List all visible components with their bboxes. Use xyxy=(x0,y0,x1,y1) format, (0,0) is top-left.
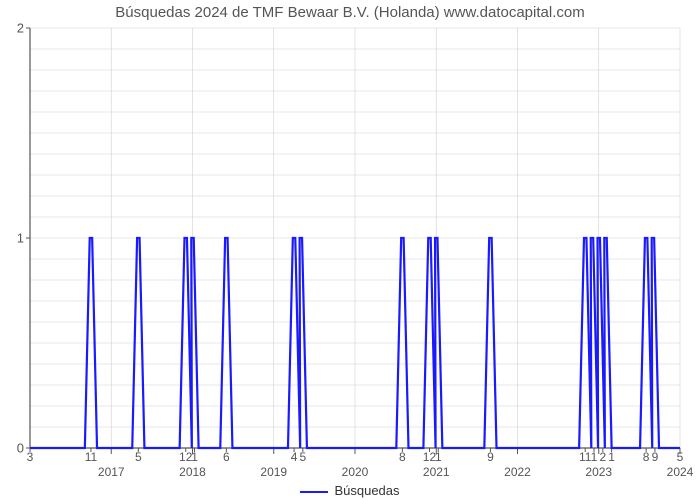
x-value-label: 9 xyxy=(487,450,494,464)
x-value-label: 11 xyxy=(85,450,97,464)
legend-label: Búsquedas xyxy=(334,483,399,498)
y-tick-label: 0 xyxy=(17,441,24,456)
x-year-label: 2022 xyxy=(504,465,531,479)
plot-svg xyxy=(30,28,680,448)
x-value-label: 1 xyxy=(591,450,598,464)
x-value-ticks: 31151216458121911121895 xyxy=(30,450,680,466)
x-year-label: 2021 xyxy=(423,465,450,479)
x-value-label: 3 xyxy=(27,450,34,464)
x-value-label: 5 xyxy=(677,450,684,464)
chart-container: Búsquedas 2024 de TMF Bewaar B.V. (Holan… xyxy=(0,0,700,500)
x-value-label: 1 xyxy=(435,450,442,464)
x-value-label: 9 xyxy=(652,450,659,464)
legend: Búsquedas xyxy=(0,483,700,498)
x-year-label: 2023 xyxy=(585,465,612,479)
x-year-ticks: 20172018201920202021202220232024 xyxy=(30,465,680,481)
x-value-label: 8 xyxy=(399,450,406,464)
plot-area xyxy=(30,28,680,448)
x-value-label: 6 xyxy=(223,450,230,464)
x-year-label: 2017 xyxy=(98,465,125,479)
x-value-label: 5 xyxy=(300,450,307,464)
x-value-label: 2 xyxy=(599,450,606,464)
x-value-label: 5 xyxy=(135,450,142,464)
x-value-label: 8 xyxy=(643,450,650,464)
y-tick-label: 2 xyxy=(17,21,24,36)
y-tick-label: 1 xyxy=(17,231,24,246)
chart-title: Búsquedas 2024 de TMF Bewaar B.V. (Holan… xyxy=(0,4,700,21)
x-value-label: 11 xyxy=(579,450,591,464)
x-value-label: 4 xyxy=(291,450,298,464)
x-year-label: 2024 xyxy=(667,465,694,479)
x-year-label: 2018 xyxy=(179,465,206,479)
x-year-label: 2019 xyxy=(260,465,287,479)
x-value-label: 1 xyxy=(191,450,198,464)
x-year-label: 2020 xyxy=(342,465,369,479)
x-value-label: 1 xyxy=(608,450,615,464)
legend-swatch xyxy=(300,491,328,493)
